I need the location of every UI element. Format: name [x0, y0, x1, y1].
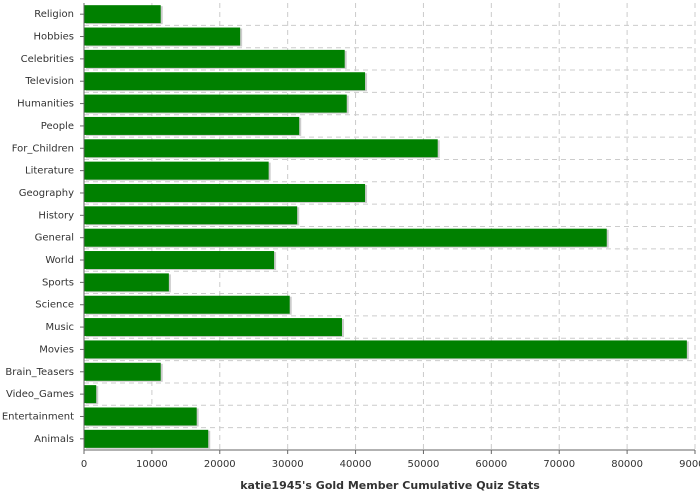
- y-tick-label: Movies: [39, 344, 74, 355]
- bar: [84, 429, 209, 448]
- x-tick-label: 30000: [272, 459, 304, 470]
- y-tick-label: Sports: [42, 277, 74, 288]
- bar: [84, 407, 197, 426]
- bar: [84, 49, 345, 68]
- bar: [84, 116, 300, 135]
- bar: [84, 5, 161, 24]
- y-tick-label: For_Children: [12, 143, 74, 154]
- bar: [84, 139, 438, 158]
- x-tick-label: 50000: [408, 459, 440, 470]
- y-tick-label: Religion: [34, 9, 74, 20]
- x-tick-label: 60000: [475, 459, 507, 470]
- y-tick-label: People: [41, 121, 74, 132]
- bar: [84, 94, 347, 113]
- bar: [84, 27, 241, 46]
- bar: [84, 183, 366, 202]
- y-tick-label: Hobbies: [34, 32, 74, 43]
- bar: [84, 340, 687, 359]
- bar: [84, 318, 342, 337]
- bar: [84, 385, 97, 404]
- bar: [84, 228, 607, 247]
- x-tick-label: 70000: [543, 459, 575, 470]
- y-tick-label: Animals: [34, 434, 74, 445]
- bar: [84, 273, 169, 292]
- y-tick-label: General: [35, 233, 74, 244]
- x-tick-label: 90000: [679, 459, 700, 470]
- y-tick-label: Entertainment: [2, 411, 74, 422]
- y-tick-label: Video_Games: [6, 389, 74, 400]
- x-tick-label: 20000: [204, 459, 236, 470]
- bar: [84, 161, 269, 180]
- y-tick-label: Brain_Teasers: [5, 367, 74, 378]
- y-tick-label: Literature: [25, 166, 74, 177]
- bar: [84, 295, 290, 314]
- x-axis-title: katie1945's Gold Member Cumulative Quiz …: [240, 479, 540, 492]
- bar: [84, 251, 275, 270]
- y-tick-label: History: [38, 210, 74, 221]
- y-tick-label: Science: [35, 300, 74, 311]
- x-tick-label: 40000: [340, 459, 372, 470]
- y-tick-label: Celebrities: [21, 54, 74, 65]
- x-tick-label: 10000: [136, 459, 168, 470]
- y-tick-label: Humanities: [17, 99, 74, 110]
- x-tick-label: 80000: [611, 459, 643, 470]
- bar: [84, 72, 366, 91]
- y-tick-label: Geography: [19, 188, 74, 199]
- x-tick-label: 0: [81, 459, 87, 470]
- y-tick-label: Music: [46, 322, 74, 333]
- bar: [84, 362, 161, 381]
- y-tick-label: Television: [24, 76, 74, 87]
- y-tick-label: World: [45, 255, 74, 266]
- bar: [84, 206, 298, 225]
